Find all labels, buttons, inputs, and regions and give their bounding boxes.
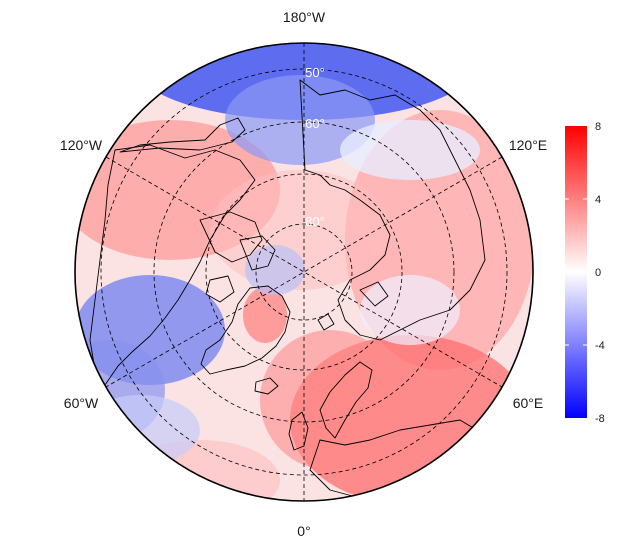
lat-circle-50 [100,68,508,476]
graticule [100,43,508,501]
lon-label-top: 180°W [283,9,326,25]
colorbar-tick-neg4: -4 [595,340,605,352]
anomaly-field [75,43,533,501]
svalbard-coast [317,313,335,331]
map-border [74,42,534,502]
lat-circle-70 [205,173,403,371]
lon-label-bottom: 0° [297,523,310,539]
scandinavia-coast [319,361,373,439]
lat-label-60: 60° [305,116,325,131]
lon-label-lower-left: 60°W [64,395,99,411]
lat-circle-60 [153,121,455,423]
north-america-coast [89,144,256,386]
colorbar-tick-8: 8 [595,121,601,133]
greenland-coast [200,285,291,375]
colorbar-tick-neg8: -8 [595,413,605,425]
meridian-120 [105,156,503,388]
lat-circle-80 [255,223,353,321]
canadian-islands [199,211,263,263]
lon-label-lower-right: 60°E [513,395,544,411]
colorbar: 8 4 0 -4 -8 [565,121,605,425]
meridian-60 [105,156,503,388]
lon-label-upper-left: 120°W [60,137,103,153]
alaska-coast [119,117,246,153]
colorbar-ticks [565,198,587,346]
lat-label-50: 50° [305,65,325,80]
colorbar-tick-0: 0 [595,267,601,279]
lat-label-80: 80° [305,214,325,229]
lon-label-upper-right: 120°E [509,137,547,153]
colorbar-tick-4: 4 [595,194,601,206]
iceland-coast [254,377,279,395]
novaya-zemlya [359,281,389,307]
colorbar-ramp [565,126,587,418]
siberia-coast [299,79,486,341]
